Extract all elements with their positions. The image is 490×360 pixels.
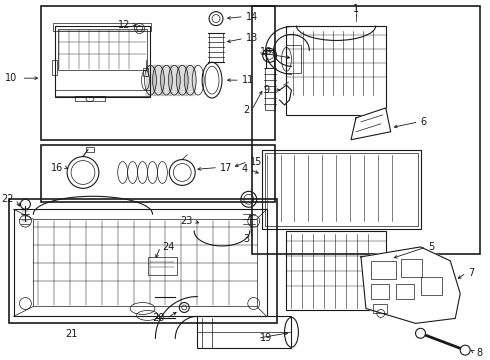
Bar — [209, 32, 223, 62]
Bar — [41, 6, 274, 140]
Bar — [33, 219, 257, 306]
Bar — [75, 96, 105, 101]
Text: 9: 9 — [264, 85, 270, 95]
Bar — [287, 231, 386, 310]
Bar — [287, 26, 386, 115]
Text: 23: 23 — [180, 216, 192, 226]
Bar — [147, 257, 177, 275]
Text: 8: 8 — [476, 348, 482, 358]
Text: 2: 2 — [244, 105, 250, 115]
Text: 10: 10 — [5, 73, 18, 83]
Bar — [373, 303, 387, 314]
Text: 3: 3 — [244, 234, 250, 244]
Bar — [396, 284, 414, 298]
Bar — [252, 6, 480, 254]
Text: 11: 11 — [242, 75, 254, 85]
Bar — [55, 90, 149, 96]
Text: 16: 16 — [51, 162, 63, 172]
Text: 7: 7 — [468, 268, 474, 278]
Text: 18: 18 — [260, 48, 272, 57]
Text: 13: 13 — [246, 33, 258, 44]
Polygon shape — [361, 247, 460, 323]
Text: 4: 4 — [242, 165, 248, 175]
Bar — [58, 28, 147, 70]
Text: 5: 5 — [428, 242, 435, 252]
Text: 15: 15 — [250, 157, 262, 167]
Bar — [371, 284, 389, 298]
Bar — [143, 68, 147, 76]
Bar — [14, 209, 267, 316]
Polygon shape — [351, 108, 391, 140]
Circle shape — [460, 345, 470, 355]
Bar — [287, 45, 301, 73]
Text: 24: 24 — [162, 242, 175, 252]
Text: 14: 14 — [246, 12, 258, 22]
Text: 12: 12 — [118, 19, 131, 30]
Bar — [53, 23, 151, 31]
Text: 21: 21 — [65, 329, 77, 339]
Bar — [197, 316, 292, 348]
Bar — [8, 199, 276, 323]
Text: 1: 1 — [353, 4, 359, 14]
Circle shape — [416, 328, 425, 338]
Text: 19: 19 — [260, 333, 272, 343]
Text: 22: 22 — [1, 194, 14, 204]
Bar — [262, 150, 420, 229]
Bar — [55, 26, 149, 97]
Bar — [86, 147, 94, 152]
Bar — [41, 145, 274, 202]
Text: 17: 17 — [220, 162, 232, 172]
Bar — [420, 277, 442, 294]
Text: 20: 20 — [152, 314, 164, 323]
Text: 6: 6 — [420, 117, 427, 127]
Bar — [371, 261, 396, 279]
Bar — [52, 60, 57, 75]
Bar — [265, 153, 417, 226]
Bar — [401, 259, 422, 277]
Bar — [265, 68, 274, 110]
